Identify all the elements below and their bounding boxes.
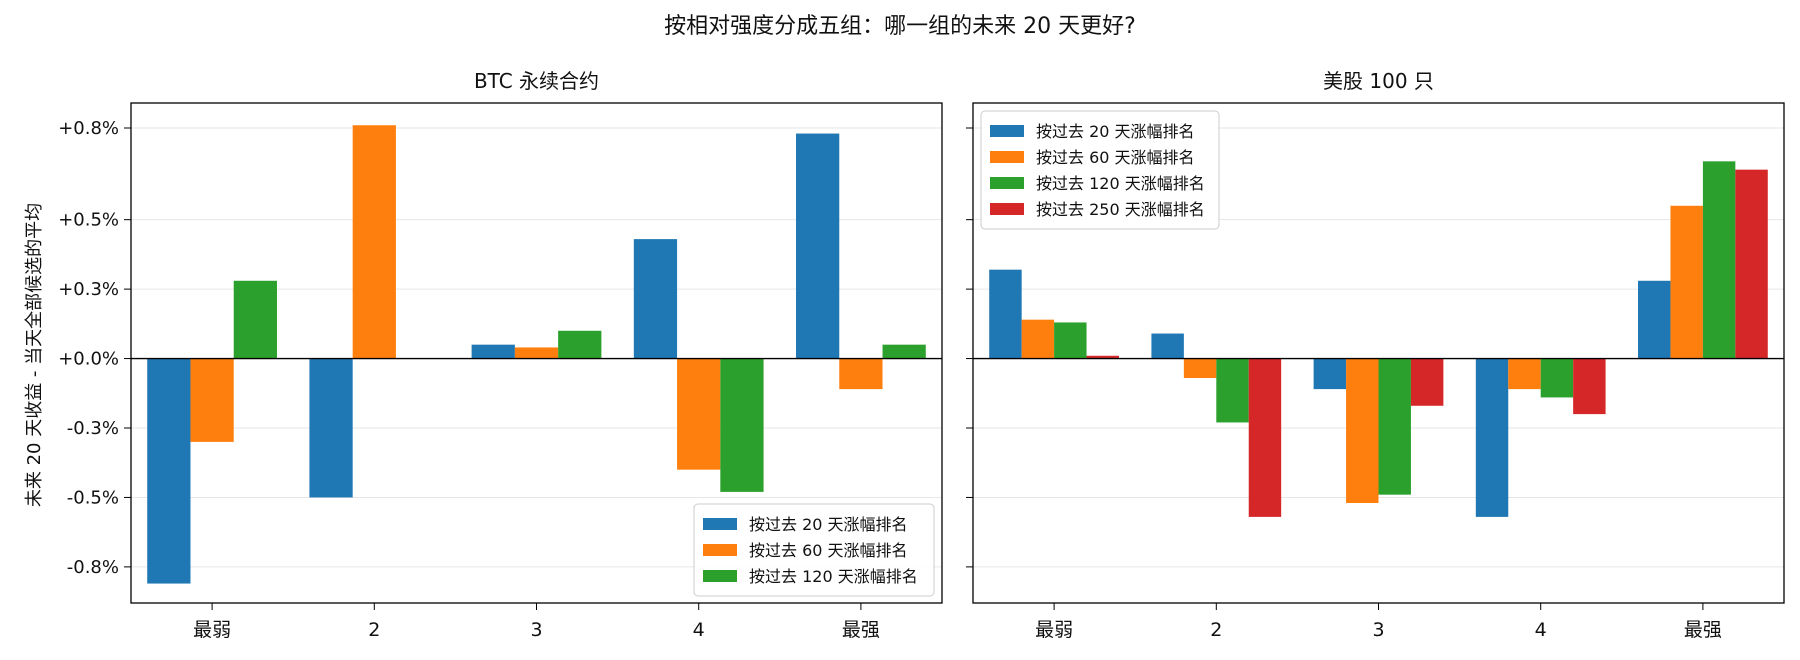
x-tick-label: 最强 <box>1684 619 1722 641</box>
bar <box>190 358 234 442</box>
bar <box>1346 358 1379 503</box>
bar <box>882 344 926 359</box>
bar <box>633 239 678 359</box>
legend-swatch <box>703 544 737 556</box>
panel-title: 美股 100 只 <box>1323 69 1434 93</box>
plot-frame <box>130 102 943 604</box>
x-tick-label: 3 <box>1372 619 1384 641</box>
legend-label: 按过去 60 天涨幅排名 <box>1036 148 1195 167</box>
bar <box>352 125 396 359</box>
y-tick-label: -0.5% <box>67 487 119 508</box>
legend-label: 按过去 250 天涨幅排名 <box>1036 200 1205 219</box>
legend-box <box>980 110 1220 230</box>
x-tick-label: 3 <box>530 619 542 641</box>
bar <box>558 330 602 359</box>
bar <box>1410 358 1444 406</box>
figure-title: 按相对强度分成五组：哪一组的未来 20 天更好? <box>664 14 1136 39</box>
bar <box>1670 205 1703 359</box>
legend-swatch <box>703 518 737 530</box>
bar <box>1573 358 1606 415</box>
bar <box>1735 169 1768 359</box>
bar <box>1313 358 1347 390</box>
y-tick-label: +0.0% <box>58 349 119 370</box>
legend-swatch <box>990 177 1024 189</box>
plot-frame <box>972 102 1785 604</box>
x-tick-label: 2 <box>1210 619 1222 641</box>
legend-box <box>693 503 935 597</box>
panel-title: BTC 永续合约 <box>474 69 599 93</box>
legend-label: 按过去 60 天涨幅排名 <box>749 541 908 560</box>
bar <box>1378 358 1411 495</box>
legend-swatch <box>990 125 1024 137</box>
y-tick-label: -0.8% <box>67 557 119 578</box>
bar <box>1638 280 1671 359</box>
bar <box>471 344 515 359</box>
bar <box>1702 161 1736 359</box>
y-tick-label: +0.3% <box>58 279 119 300</box>
legend-label: 按过去 120 天涨幅排名 <box>749 567 918 586</box>
bar <box>1248 358 1282 517</box>
bar <box>720 358 764 492</box>
bar <box>1021 319 1055 359</box>
x-tick-label: 4 <box>1535 619 1547 641</box>
y-tick-label: +0.5% <box>58 210 119 231</box>
bar <box>514 347 559 359</box>
bar <box>1183 358 1217 378</box>
bar <box>309 358 353 498</box>
x-tick-label: 最弱 <box>1035 619 1073 641</box>
bar <box>233 280 277 359</box>
bar <box>677 358 721 470</box>
y-tick-label: +0.8% <box>58 118 119 139</box>
bar <box>1054 322 1087 359</box>
x-tick-label: 最强 <box>842 619 880 641</box>
bar <box>1540 358 1574 398</box>
bar <box>1508 358 1541 390</box>
legend-label: 按过去 20 天涨幅排名 <box>749 515 908 534</box>
bar <box>1216 358 1249 423</box>
legend-label: 按过去 120 天涨幅排名 <box>1036 174 1205 193</box>
x-tick-label: 4 <box>693 619 705 641</box>
chart-panel-btc: BTC 永续合约 +0.8% +0.5% +0.3% +0.0% -0.3% -0.5% -0… <box>58 69 943 641</box>
legend-swatch <box>703 570 737 582</box>
bar <box>989 269 1022 359</box>
legend-swatch <box>990 203 1024 215</box>
bar <box>1086 355 1119 359</box>
legend-swatch <box>990 151 1024 163</box>
bar <box>1475 358 1509 517</box>
bar <box>147 358 191 584</box>
bar <box>839 358 883 390</box>
x-tick-label: 2 <box>368 619 380 641</box>
x-tick-label: 最弱 <box>193 619 231 641</box>
y-tick-label: -0.3% <box>67 418 119 439</box>
bar <box>796 133 840 359</box>
legend-label: 按过去 20 天涨幅排名 <box>1036 122 1195 141</box>
y-axis-label: 未来 20 天收益 - 当天全部候选的平均 <box>24 203 45 507</box>
bar <box>1151 333 1184 359</box>
